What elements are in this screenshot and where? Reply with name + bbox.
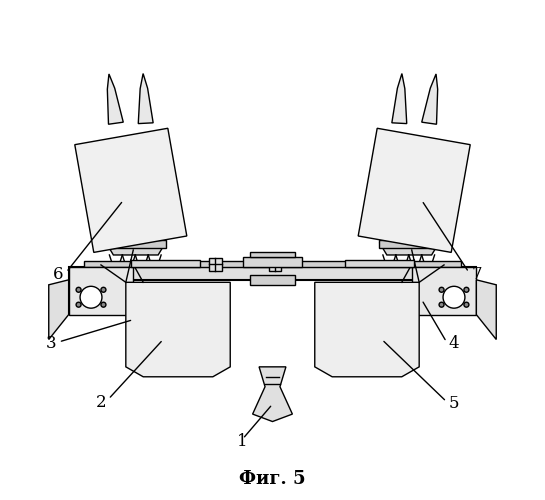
Circle shape	[80, 286, 102, 308]
Text: Фиг. 5: Фиг. 5	[239, 470, 306, 488]
Polygon shape	[49, 280, 69, 340]
Polygon shape	[126, 282, 230, 377]
Bar	[69, 268, 476, 280]
Bar	[209, 258, 221, 270]
Bar	[250, 275, 295, 285]
Text: 7: 7	[472, 266, 483, 283]
Circle shape	[76, 302, 81, 307]
Polygon shape	[106, 242, 166, 255]
Circle shape	[136, 288, 220, 372]
Polygon shape	[107, 74, 123, 124]
Text: 3: 3	[46, 336, 57, 352]
Circle shape	[464, 288, 469, 292]
Text: 2: 2	[95, 394, 106, 410]
Circle shape	[439, 288, 444, 292]
Bar	[269, 258, 281, 270]
Circle shape	[76, 288, 81, 292]
Polygon shape	[476, 280, 496, 340]
Circle shape	[101, 302, 106, 307]
Polygon shape	[392, 74, 407, 124]
Polygon shape	[379, 242, 439, 255]
Circle shape	[325, 288, 409, 372]
Text: 4: 4	[449, 336, 459, 352]
Text: 5: 5	[449, 395, 459, 412]
Bar	[250, 252, 295, 258]
Polygon shape	[138, 74, 153, 124]
Polygon shape	[253, 367, 292, 422]
Bar	[344, 260, 414, 268]
Bar	[106, 240, 166, 248]
Circle shape	[101, 288, 106, 292]
Bar	[83, 262, 462, 268]
Bar	[75, 128, 187, 252]
Text: 6: 6	[52, 266, 63, 283]
Bar	[358, 128, 470, 252]
Text: 1: 1	[238, 434, 248, 450]
Polygon shape	[422, 74, 438, 124]
Circle shape	[464, 302, 469, 307]
Polygon shape	[315, 282, 419, 377]
Bar	[379, 240, 439, 248]
Bar	[131, 260, 201, 268]
Circle shape	[439, 302, 444, 307]
Bar	[411, 268, 476, 314]
Circle shape	[443, 286, 465, 308]
Bar	[243, 258, 302, 268]
Bar	[69, 268, 134, 314]
